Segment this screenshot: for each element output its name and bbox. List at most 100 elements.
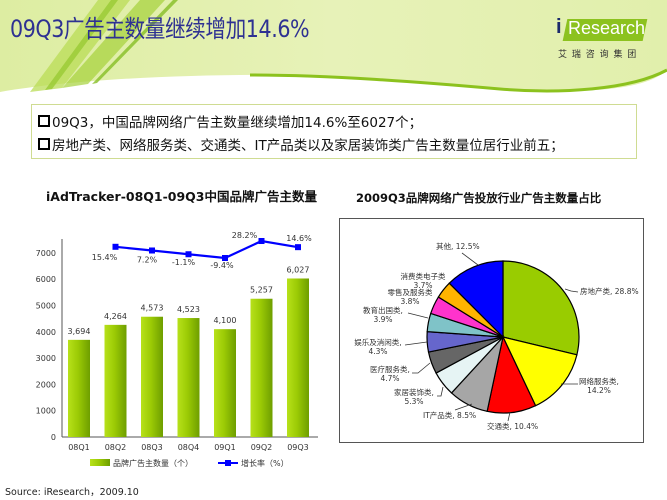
pie-label-home-furnishing: 家居装饰类, 5.3%: [391, 388, 437, 406]
bar-value-label: 6,027: [287, 265, 310, 274]
pie-slice: [502, 260, 580, 356]
bar-value-label: 5,257: [250, 286, 273, 295]
source-note: Source: iResearch，2009.10: [5, 487, 139, 498]
pie-label-text: 家居装饰类,: [394, 388, 434, 397]
logo-brand: Research: [568, 18, 646, 38]
y-tick-label: 6000: [36, 275, 56, 284]
leader-line: [507, 411, 511, 422]
growth-marker: [222, 255, 228, 261]
pie-label-text: 网络服务类,: [579, 377, 619, 386]
bullet-text: 09Q3，中国品牌网络广告主数量继续增加14.6%至6027个；: [52, 115, 423, 131]
pie-label-text: 医疗服务类,: [370, 365, 410, 374]
pie-label-text: IT产品类, 8.5%: [423, 411, 477, 420]
y-tick-label: 7000: [36, 249, 56, 258]
y-tick-label: 0: [51, 433, 56, 442]
bar-chart-title: iAdTracker-08Q1-09Q3中国品牌广告主数量: [46, 189, 318, 204]
y-tick-label: 1000: [36, 407, 56, 416]
pie-label-value: 3.8%: [400, 297, 420, 306]
bar: [141, 316, 163, 437]
x-category-label: 09Q2: [251, 443, 273, 452]
leader-line: [454, 403, 473, 411]
pie-label-medical-services: 医疗服务类, 4.7%: [367, 365, 413, 383]
x-category-label: 08Q1: [68, 443, 90, 452]
pie-label-value: 4.3%: [368, 347, 388, 356]
growth-marker: [112, 243, 119, 250]
leader-line: [407, 312, 429, 319]
y-tick-label: 2000: [36, 380, 56, 389]
growth-line: [115, 239, 299, 260]
pie-label-text: 交通类, 10.4%: [487, 422, 539, 431]
pie-label-other: 其他, 12.5%: [436, 242, 480, 251]
legend-bar-swatch: [90, 459, 110, 466]
pie-label-text: 其他, 12.5%: [436, 242, 480, 251]
iresearch-logo: i Research 艾 瑞 咨 询 集 团: [556, 16, 656, 65]
y-tick-label: 3000: [36, 354, 56, 363]
summary-bullet: 09Q3，中国品牌网络广告主数量继续增加14.6%至6027个；: [38, 111, 422, 131]
pie-slice: [448, 260, 504, 339]
leader-line: [437, 386, 444, 397]
summary-bullet: 房地产类、网络服务类、交通类、IT产品类以及家居装饰类广告主数量位居行业前五；: [38, 134, 564, 154]
growth-label: 15.4%: [92, 253, 118, 262]
pie-label-text: 教育出国类,: [363, 306, 403, 315]
pie-label-text: 房地产类, 28.8%: [580, 287, 639, 296]
y-tick-label: 4000: [36, 328, 56, 337]
growth-marker: [149, 247, 155, 254]
pie-label-value: 3.7%: [413, 281, 433, 290]
pie-label-value: 4.7%: [380, 374, 400, 383]
growth-label: 14.6%: [286, 234, 312, 243]
pie-chart-title: 2009Q3品牌网络广告投放行业广告主数量占比: [356, 191, 602, 205]
leader-line: [564, 288, 579, 293]
x-category-label: 08Q4: [178, 443, 200, 452]
bar: [68, 339, 90, 437]
y-tick-label: 5000: [36, 302, 56, 311]
legend-line-marker: [225, 460, 231, 466]
page-title: 09Q3广告主数量继续增加14.6%: [10, 15, 310, 43]
pie-label-text: 零售及服务类: [387, 288, 433, 297]
bar-value-label: 4,264: [104, 312, 127, 321]
x-category-label: 09Q1: [214, 443, 236, 452]
bar-value-label: 4,100: [214, 316, 237, 325]
logo-i: i: [556, 16, 562, 38]
pie-label-education-abroad: 教育出国类, 3.9%: [360, 306, 406, 324]
header-background: [0, 0, 667, 93]
growth-label: -1.1%: [172, 258, 196, 267]
bar: [287, 278, 309, 437]
x-category-label: 08Q3: [141, 443, 163, 452]
pie-leader-lines: [404, 252, 579, 422]
bar: [177, 318, 200, 437]
leader-line: [404, 341, 428, 346]
bar-value-label: 4,573: [141, 304, 164, 313]
growth-marker: [258, 238, 265, 245]
pie-slice: [501, 336, 578, 407]
pie-label-retail-services: 零售及服务类 3.8%: [385, 288, 435, 306]
bar: [250, 298, 273, 437]
growth-label: 7.2%: [137, 255, 158, 264]
pie-label-consumer-electronics: 消费类电子类 3.7%: [398, 272, 448, 290]
x-category-label: 08Q2: [105, 443, 127, 452]
pie-label-value: 5.3%: [404, 397, 424, 406]
growth-label: 28.2%: [232, 231, 258, 240]
pie-label-entertainment: 娱乐及消闲类, 4.3%: [352, 338, 404, 356]
growth-marker: [185, 251, 192, 258]
legend-bar-label: 品牌广告主数量（个）: [113, 458, 193, 468]
pie-chart: [426, 260, 580, 414]
leader-line: [412, 362, 431, 374]
growth-label: -9.4%: [210, 261, 234, 270]
bar-value-label: 3,694: [68, 327, 91, 336]
bar-line-chart: 0 1000 2000 3000 4000 5000 6000 7000 3,694 08Q1 4,…: [36, 231, 318, 468]
bar-value-label: 4,523: [177, 305, 200, 314]
x-category-label: 09Q3: [287, 443, 309, 452]
pie-label-real-estate: 房地产类, 28.8%: [580, 287, 639, 296]
bar: [104, 324, 127, 437]
summary-box: 09Q3，中国品牌网络广告主数量继续增加14.6%至6027个； 房地产类、网络…: [31, 104, 637, 159]
pie-label-internet-services: 网络服务类, 14.2%: [578, 377, 620, 395]
logo-subtitle: 艾 瑞 咨 询 集 团: [558, 50, 638, 60]
pie-label-text: 娱乐及消闲类,: [354, 338, 402, 347]
growth-marker: [295, 244, 301, 251]
leader-line: [461, 252, 479, 266]
pie-label-transportation: 交通类, 10.4%: [487, 422, 538, 431]
checkbox-icon: [38, 115, 50, 127]
pie-label-value: 3.9%: [373, 315, 393, 324]
pie-label-it-products: IT产品类, 8.5%: [423, 411, 476, 420]
